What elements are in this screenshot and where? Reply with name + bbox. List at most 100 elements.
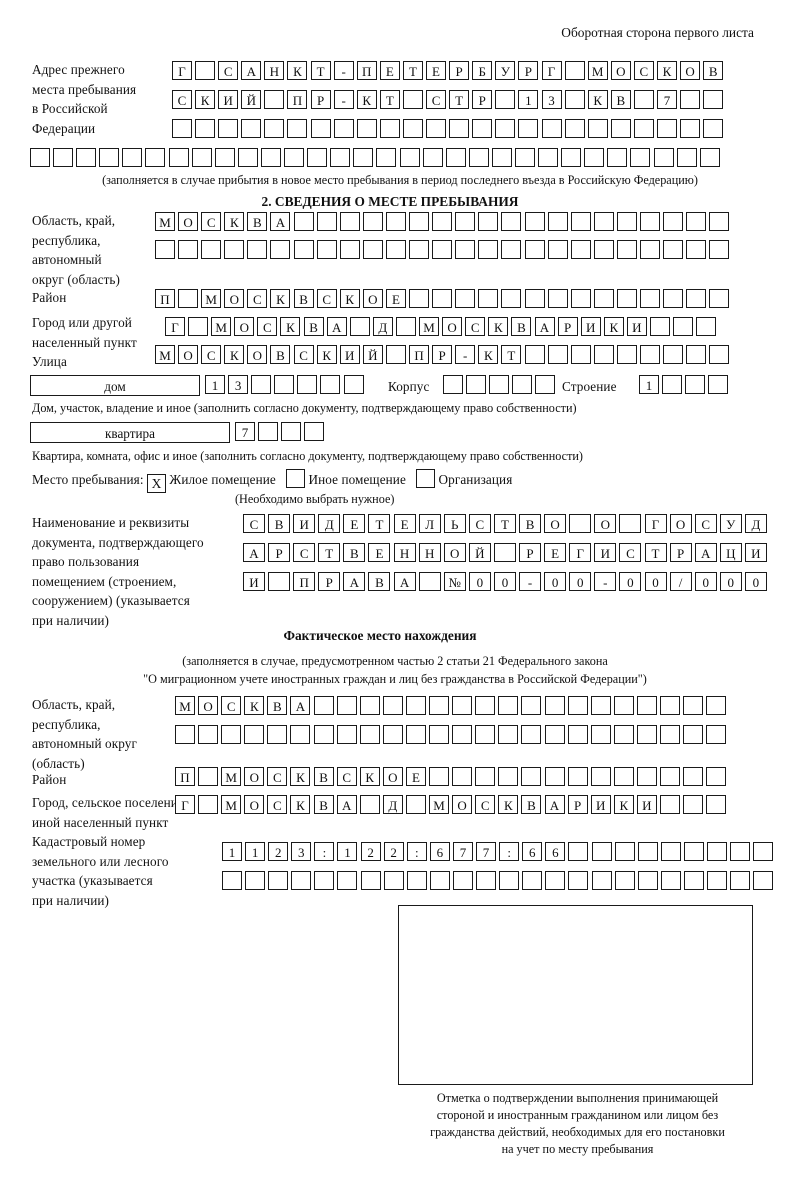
char-cell[interactable]: С: [468, 514, 491, 533]
char-cell[interactable]: [489, 375, 510, 394]
char-cell[interactable]: [409, 289, 430, 308]
char-cell[interactable]: Е: [343, 514, 366, 533]
char-cell[interactable]: [399, 148, 420, 167]
char-cell[interactable]: [753, 871, 774, 890]
char-cell[interactable]: [264, 119, 285, 138]
char-cell[interactable]: 0: [719, 572, 742, 591]
char-cell[interactable]: [709, 240, 730, 259]
char-cell[interactable]: Г: [165, 317, 185, 336]
char-cell[interactable]: [281, 422, 302, 441]
char-cell[interactable]: К: [356, 90, 377, 109]
char-cell[interactable]: [686, 289, 707, 308]
char-cell[interactable]: [270, 240, 291, 259]
char-cell[interactable]: 0: [544, 572, 567, 591]
char-cell[interactable]: Е: [426, 61, 447, 80]
char-cell[interactable]: /: [669, 572, 692, 591]
char-cell[interactable]: Д: [382, 795, 403, 814]
char-cell[interactable]: [418, 572, 441, 591]
char-cell[interactable]: 6: [522, 842, 543, 861]
char-cell[interactable]: [524, 212, 545, 231]
char-cell[interactable]: К: [316, 345, 337, 364]
char-cell[interactable]: 0: [569, 572, 592, 591]
char-cell[interactable]: [168, 148, 189, 167]
char-cell[interactable]: [568, 842, 589, 861]
char-cell[interactable]: В: [270, 345, 291, 364]
char-cell[interactable]: [544, 725, 565, 744]
char-cell[interactable]: О: [198, 696, 219, 715]
char-cell[interactable]: О: [247, 345, 268, 364]
char-cell[interactable]: [659, 725, 680, 744]
char-cell[interactable]: [709, 289, 730, 308]
confirmation-stamp-area[interactable]: [398, 905, 753, 1085]
char-cell[interactable]: [730, 842, 751, 861]
stroenie-row[interactable]: 1: [639, 375, 729, 394]
char-cell[interactable]: [613, 725, 634, 744]
char-cell[interactable]: [443, 375, 463, 394]
char-cell[interactable]: [524, 345, 545, 364]
char-cell[interactable]: [570, 240, 591, 259]
char-cell[interactable]: [452, 871, 473, 890]
char-cell[interactable]: -: [519, 572, 542, 591]
char-cell[interactable]: [244, 725, 265, 744]
char-cell[interactable]: В: [521, 795, 542, 814]
char-cell[interactable]: [593, 289, 614, 308]
prev-address-row-3[interactable]: [172, 119, 724, 138]
char-cell[interactable]: [247, 240, 268, 259]
char-cell[interactable]: 3: [291, 842, 312, 861]
char-cell[interactable]: [478, 212, 499, 231]
char-cell[interactable]: -: [455, 345, 476, 364]
char-cell[interactable]: С: [293, 543, 316, 562]
char-cell[interactable]: О: [594, 514, 617, 533]
char-cell[interactable]: М: [221, 767, 242, 786]
char-cell[interactable]: [607, 148, 628, 167]
char-cell[interactable]: 7: [656, 90, 677, 109]
char-cell[interactable]: [591, 871, 612, 890]
document-row-3[interactable]: И П Р А В А № 0 0-0 0-0 0/0 0 0: [243, 572, 767, 591]
char-cell[interactable]: Г: [175, 795, 195, 814]
char-cell[interactable]: У: [495, 61, 516, 80]
char-cell[interactable]: И: [626, 317, 647, 336]
checkbox-zhiloe[interactable]: X: [147, 474, 166, 493]
char-cell[interactable]: [359, 725, 380, 744]
char-cell[interactable]: 0: [644, 572, 667, 591]
char-cell[interactable]: [313, 725, 334, 744]
char-cell[interactable]: А: [694, 543, 717, 562]
char-cell[interactable]: А: [534, 317, 555, 336]
char-cell[interactable]: [76, 148, 97, 167]
char-cell[interactable]: Т: [402, 61, 423, 80]
char-cell[interactable]: [395, 317, 416, 336]
char-cell[interactable]: Ь: [443, 514, 466, 533]
char-cell[interactable]: [570, 212, 591, 231]
char-cell[interactable]: [409, 240, 430, 259]
char-cell[interactable]: [696, 317, 717, 336]
char-cell[interactable]: [379, 119, 400, 138]
char-cell[interactable]: [614, 871, 635, 890]
char-cell[interactable]: [570, 345, 591, 364]
char-cell[interactable]: Н: [393, 543, 416, 562]
char-cell[interactable]: В: [303, 317, 324, 336]
char-cell[interactable]: К: [488, 317, 509, 336]
char-cell[interactable]: С: [293, 345, 314, 364]
char-cell[interactable]: [593, 345, 614, 364]
char-cell[interactable]: И: [590, 795, 611, 814]
char-cell[interactable]: О: [362, 289, 383, 308]
char-cell[interactable]: О: [382, 767, 403, 786]
char-cell[interactable]: [314, 871, 335, 890]
char-cell[interactable]: [422, 148, 443, 167]
char-cell[interactable]: [521, 696, 542, 715]
char-cell[interactable]: [663, 240, 684, 259]
char-cell[interactable]: [686, 240, 707, 259]
char-cell[interactable]: Г: [644, 514, 667, 533]
char-cell[interactable]: [402, 119, 423, 138]
char-cell[interactable]: Д: [744, 514, 767, 533]
char-cell[interactable]: [316, 212, 337, 231]
char-cell[interactable]: Р: [669, 543, 692, 562]
char-cell[interactable]: 0: [493, 572, 516, 591]
char-cell[interactable]: 6: [545, 842, 566, 861]
char-cell[interactable]: К: [478, 345, 499, 364]
char-cell[interactable]: Д: [318, 514, 341, 533]
char-cell[interactable]: [653, 148, 674, 167]
